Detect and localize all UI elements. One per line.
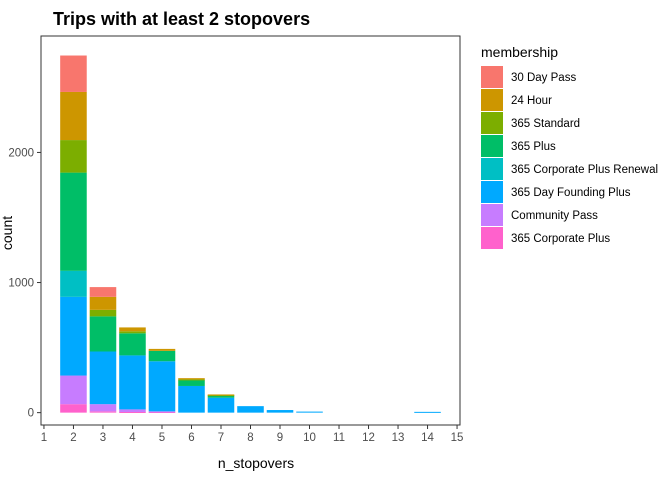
y-tick-label-0: 0	[28, 408, 34, 420]
bar-segment-365-plus-x6	[178, 380, 205, 386]
legend-key-365-corporate-plus	[481, 227, 503, 249]
legend-key-community-pass	[481, 204, 503, 226]
bar-segment-365-standard-x7	[207, 395, 235, 397]
bar-segment-365-standard-x3	[89, 309, 117, 317]
bar-segment-365-corporate-plus-x5	[148, 411, 176, 413]
legend-title: membership	[481, 44, 558, 60]
x-tick-label-15: 15	[451, 432, 464, 444]
legend-label-30-day-pass: 30 Day Pass	[511, 72, 576, 84]
x-tick-label-11: 11	[333, 432, 345, 444]
bar-segment-30-day-pass-x2	[60, 55, 87, 92]
bar-segment-365-plus-x5	[148, 350, 176, 362]
x-axis: 1 2 3 4 5 6 7 8 9 10 11 12 13 14 15	[41, 425, 464, 444]
bar-segment-365-corporate-plus-x4	[119, 411, 146, 413]
bar-segment-community-pass-x3	[89, 404, 117, 412]
bar-segment-365-plus-x2	[60, 172, 87, 271]
y-tick-label-2000: 2000	[8, 147, 34, 159]
legend-label-365-plus: 365 Plus	[511, 141, 556, 153]
x-tick-label-1: 1	[41, 432, 47, 444]
legend-label-community-pass: Community Pass	[511, 210, 598, 222]
bar-segment-365-plus-x4	[119, 333, 146, 356]
x-tick-label-9: 9	[277, 432, 283, 444]
bar-segment-24-hour-x4	[119, 327, 146, 332]
bar-segment-365-day-founding-plus-x4	[119, 355, 146, 410]
bar-segment-community-pass-x4	[119, 409, 146, 412]
bar-segment-24-hour-x2	[60, 91, 87, 141]
bar-segment-365-day-founding-plus-x5	[148, 361, 176, 412]
y-axis: 0 1000 2000	[8, 147, 41, 420]
x-tick-label-3: 3	[100, 432, 106, 444]
chart-title: Trips with at least 2 stopovers	[53, 9, 310, 29]
bar-segment-24-hour-x6	[178, 378, 205, 380]
y-axis-title: count	[0, 216, 15, 250]
bar-segment-365-day-founding-plus-x3	[89, 351, 117, 405]
bar-segment-365-corporate-plus-x3	[89, 411, 117, 413]
bar-segment-365-day-founding-plus-x9	[266, 410, 294, 413]
bar-segment-365-day-founding-plus-x7	[207, 397, 235, 413]
bar-segment-24-hour-x3	[89, 296, 117, 310]
legend-label-365-corporate-plus: 365 Corporate Plus	[511, 233, 610, 245]
legend-key-365-plus	[481, 135, 503, 157]
bar-segment-24-hour-x7	[207, 394, 235, 396]
x-tick-label-12: 12	[362, 432, 375, 444]
legend: membership 30 Day Pass 24 Hour 365 Standar…	[481, 44, 658, 249]
x-tick-label-4: 4	[129, 432, 136, 444]
legend-label-365-standard: 365 Standard	[511, 118, 580, 130]
legend-key-30-day-pass	[481, 66, 503, 88]
legend-label-24-hour: 24 Hour	[511, 95, 552, 107]
legend-key-365-day-founding-plus	[481, 181, 503, 203]
x-axis-title: n_stopovers	[218, 455, 294, 471]
bar-segment-365-day-founding-plus-x2	[60, 296, 87, 376]
bar-segment-365-corporate-plus-x2	[60, 404, 87, 413]
bar-segment-24-hour-x5	[148, 348, 176, 351]
legend-label-365-day-founding-plus: 365 Day Founding Plus	[511, 187, 631, 199]
bar-segment-365-plus-x3	[89, 316, 117, 352]
legend-key-24-hour	[481, 89, 503, 111]
y-tick-label-1000: 1000	[8, 278, 34, 290]
bar-segment-365-standard-x2	[60, 140, 87, 173]
bar-segment-365-standard-x4	[119, 331, 146, 334]
bar-segment-365-plus-x7	[207, 395, 235, 398]
bars-layer	[60, 55, 441, 413]
x-tick-label-6: 6	[188, 432, 194, 444]
x-tick-label-2: 2	[70, 432, 76, 444]
x-tick-label-10: 10	[303, 432, 316, 444]
bar-segment-community-pass-x5	[148, 411, 176, 413]
bar-segment-30-day-pass-x3	[89, 287, 117, 297]
bar-segment-365-corporate-plus-renewal-x2	[60, 270, 87, 297]
legend-key-365-corporate-plus-renewal	[481, 158, 503, 180]
x-tick-label-8: 8	[247, 432, 253, 444]
x-tick-label-14: 14	[421, 432, 434, 444]
x-tick-label-13: 13	[392, 432, 405, 444]
bar-segment-365-day-founding-plus-x6	[178, 385, 205, 413]
x-tick-label-7: 7	[218, 432, 224, 444]
x-tick-label-5: 5	[159, 432, 165, 444]
legend-label-365-corporate-plus-renewal: 365 Corporate Plus Renewal	[511, 164, 658, 176]
bar-segment-365-day-founding-plus-x10	[296, 411, 323, 413]
legend-key-365-standard	[481, 112, 503, 134]
bar-segment-community-pass-x2	[60, 375, 87, 405]
bar-segment-365-standard-x6	[178, 379, 205, 381]
bar-segment-365-day-founding-plus-x8	[237, 406, 264, 413]
bar-segment-365-day-founding-plus-x14	[414, 411, 441, 413]
